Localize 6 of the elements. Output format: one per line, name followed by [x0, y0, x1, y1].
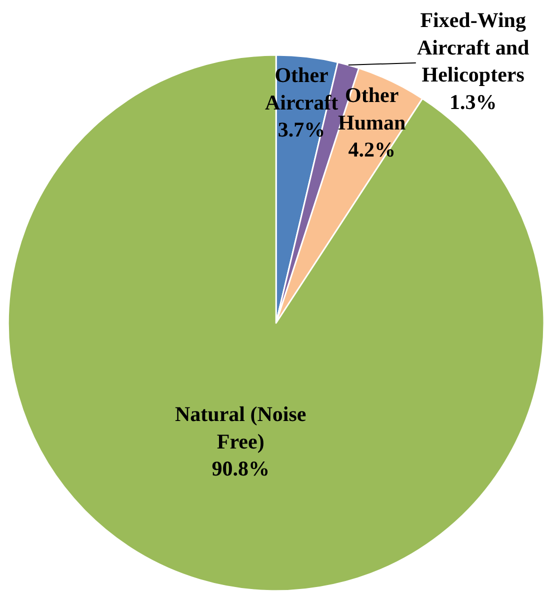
- data-label: 1.3%: [449, 90, 497, 114]
- slice-label: Other Human: [338, 83, 406, 134]
- data-label: 4.2%: [348, 138, 396, 162]
- data-label: 90.8%: [212, 456, 270, 481]
- slice-label: Natural (Noise Free): [175, 402, 306, 454]
- slice-label: Fixed-Wing Aircraft and Helicopters: [417, 8, 530, 87]
